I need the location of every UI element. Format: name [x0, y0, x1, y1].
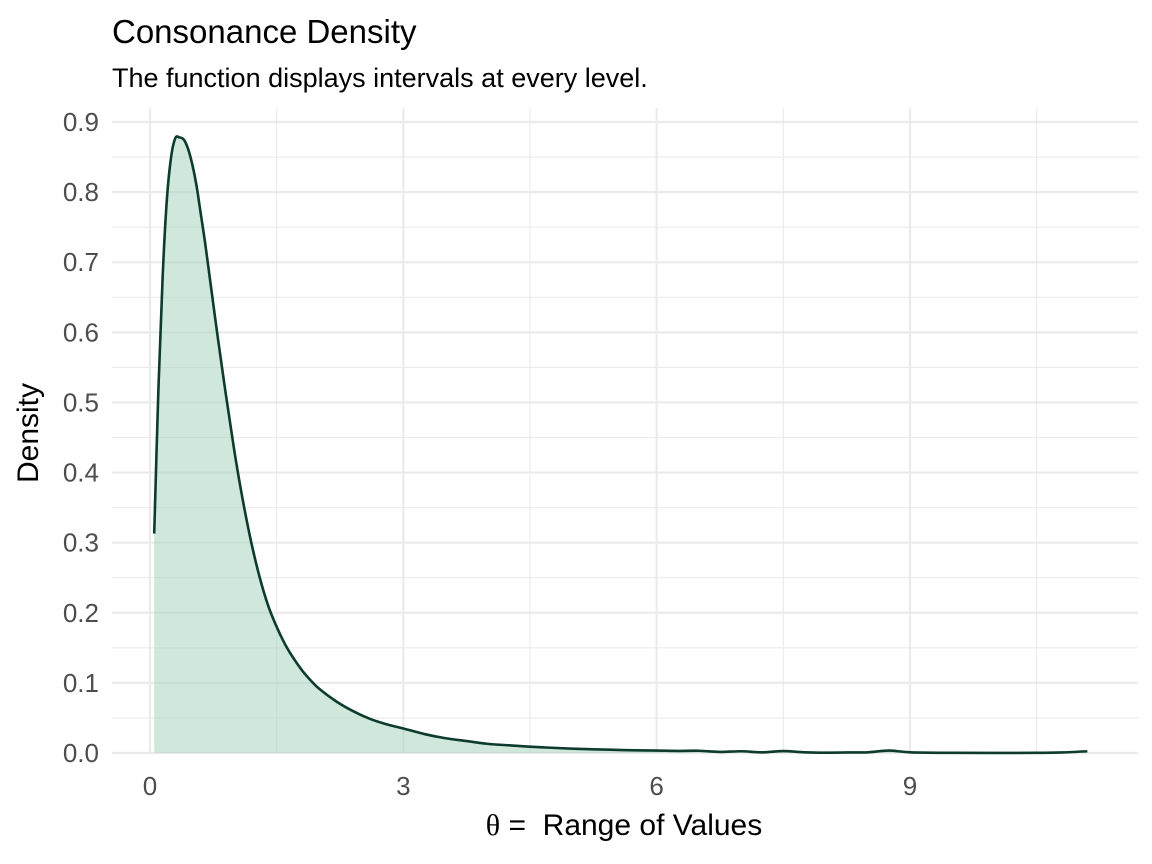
x-tick-label: 6 [649, 771, 663, 801]
x-tick-label: 3 [396, 771, 410, 801]
y-tick-label: 0.7 [63, 247, 99, 277]
y-tick-label: 0.6 [63, 317, 99, 347]
y-tick-label: 0.8 [63, 177, 99, 207]
y-tick-label: 0.1 [63, 668, 99, 698]
y-tick-label: 0.9 [63, 107, 99, 137]
theta-symbol: θ [486, 809, 500, 842]
chart-subtitle: The function displays intervals at every… [112, 63, 648, 93]
x-tick-label: 9 [903, 771, 917, 801]
chart-title: Consonance Density [112, 13, 417, 50]
density-line [152, 135, 1088, 755]
y-tick-label: 0.3 [63, 528, 99, 558]
y-tick-label: 0.5 [63, 387, 99, 417]
y-tick-label: 0.2 [63, 598, 99, 628]
density-area [154, 136, 1088, 753]
y-axis-tick-labels: 0.0 0.1 0.2 0.3 0.4 0.5 0.6 0.7 0.8 0.9 [63, 107, 99, 768]
y-tick-label: 0.0 [63, 738, 99, 768]
x-tick-label: 0 [143, 771, 157, 801]
x-axis-title-text: = Range of Values [500, 809, 762, 842]
x-axis-title: θ = Range of Values [486, 809, 763, 842]
density-area-layer [154, 136, 1088, 753]
y-tick-label: 0.4 [63, 458, 99, 488]
density-line-layer [152, 135, 1088, 755]
y-axis-title: Density [12, 383, 45, 483]
x-axis-tick-labels: 0 3 6 9 [143, 771, 917, 801]
